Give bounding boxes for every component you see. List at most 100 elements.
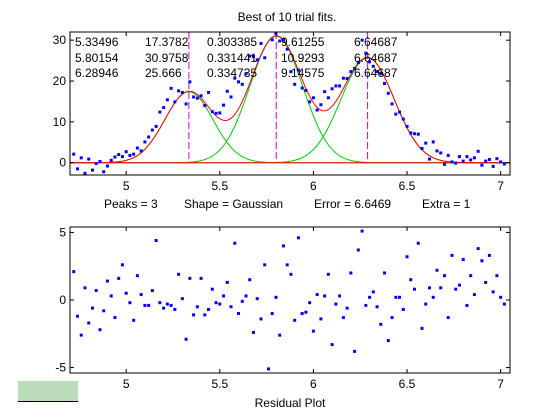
fit-status: Peaks = 3 Shape = Gaussian Error = 6.646… [104, 197, 471, 211]
residual-point [368, 295, 372, 299]
residual-point [105, 279, 109, 283]
data-point [120, 155, 124, 159]
x-tick-label: 5.5 [211, 179, 228, 193]
data-point [188, 80, 192, 84]
data-point [401, 117, 405, 121]
data-point [465, 155, 469, 159]
results-cell: 6.64687 [354, 51, 398, 65]
data-point [225, 89, 229, 93]
residual-point [285, 263, 289, 267]
data-point [259, 41, 263, 45]
residual-point [248, 278, 252, 282]
data-point [398, 110, 402, 114]
results-cell: 6.64687 [354, 35, 398, 49]
results-cell: 9.14575 [281, 66, 325, 80]
residual-point [135, 274, 139, 278]
y-tick-label: 30 [53, 33, 67, 47]
y-tick-label: -5 [55, 361, 66, 375]
residual-point [465, 303, 469, 307]
residual-point [165, 302, 169, 306]
residual-point [90, 306, 94, 310]
residual-point [454, 287, 458, 291]
data-point [360, 38, 364, 42]
data-point [281, 38, 285, 42]
residual-point [435, 268, 439, 272]
y-tick-label: 5 [59, 225, 66, 239]
status-peaks: Peaks = 3 [104, 197, 158, 211]
results-cell: 30.9758 [145, 51, 189, 65]
residual-point [360, 229, 364, 233]
residual-point [323, 294, 327, 298]
data-point [491, 164, 495, 168]
residual-point [383, 271, 387, 275]
data-point [323, 90, 327, 94]
residual-point [409, 278, 413, 282]
data-point [222, 103, 226, 107]
residual-point [495, 274, 499, 278]
residual-point [79, 333, 83, 337]
data-point [341, 76, 345, 80]
residual-plot: 5 5.5 6 6.5 7 -5 0 5 Residual Plot [55, 225, 511, 410]
fit-plot-sumfit [70, 35, 510, 164]
data-point [457, 155, 461, 159]
data-point [218, 111, 222, 115]
results-cell: 6.64687 [354, 66, 398, 80]
fit-plot-ticks: 5 5.5 6 6.5 7 0 10 20 30 [53, 32, 510, 193]
results-cell: 10.9293 [281, 51, 325, 65]
residual-point [472, 293, 476, 297]
x-tick-label: 5.5 [211, 377, 228, 391]
residual-point [139, 293, 143, 297]
residual-point [341, 316, 345, 320]
data-point [386, 91, 390, 95]
residual-point [398, 295, 402, 299]
residual-point [109, 294, 113, 298]
x-tick-label: 5 [123, 377, 130, 391]
data-point [248, 54, 252, 58]
data-point [192, 95, 196, 99]
results-cell: 17.3782 [145, 35, 189, 49]
results-cell: 5.80154 [75, 51, 119, 65]
residual-point [480, 259, 484, 263]
residual-point [222, 294, 226, 298]
residual-point [469, 274, 473, 278]
results-cell: 0.331441 [207, 51, 257, 65]
residual-point [132, 318, 136, 322]
residual-point [338, 294, 342, 298]
residual-point [147, 303, 151, 307]
residual-plot-axes-box [69, 226, 511, 374]
residual-point [184, 337, 188, 341]
residual-point [229, 305, 233, 309]
residual-point [457, 283, 461, 287]
residual-point [192, 313, 196, 317]
residual-point [270, 312, 274, 316]
residual-point [308, 301, 312, 305]
residual-point [413, 287, 417, 291]
residual-point [371, 290, 375, 294]
data-point [184, 102, 188, 106]
data-point [233, 76, 237, 80]
residual-point [255, 297, 259, 301]
data-point [240, 82, 244, 86]
residual-point [379, 322, 383, 326]
residual-point [128, 301, 132, 305]
residual-point [394, 295, 398, 299]
data-point [203, 104, 207, 108]
residual-point [210, 287, 214, 291]
residual-point [207, 307, 211, 311]
residual-point [87, 321, 91, 325]
residual-point [476, 247, 480, 251]
data-point [383, 81, 387, 85]
residual-plot-points [72, 229, 506, 371]
residual-point [304, 310, 308, 314]
data-point [319, 103, 323, 107]
residual-point [120, 263, 124, 267]
data-point [180, 90, 184, 94]
residual-point [214, 301, 218, 305]
y-tick-label: 0 [59, 156, 66, 170]
residual-point [326, 272, 330, 276]
residual-point [390, 316, 394, 320]
data-point [199, 94, 203, 98]
data-point [364, 51, 368, 55]
data-point [499, 160, 503, 164]
results-cell: 25.666 [145, 66, 182, 80]
